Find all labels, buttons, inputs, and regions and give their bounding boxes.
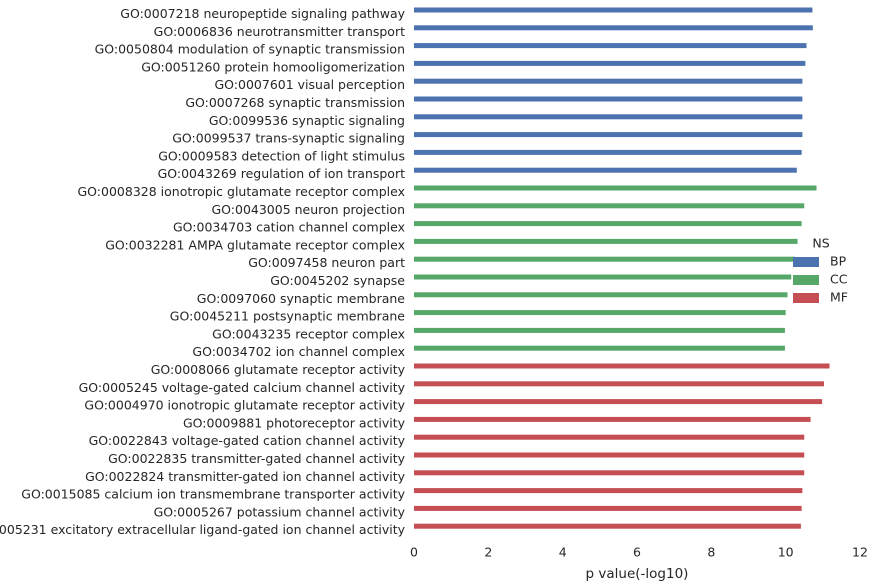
- category-label: GO:0032281 AMPA glutamate receptor compl…: [105, 237, 405, 252]
- category-label: GO:0008066 glutamate receptor activity: [151, 362, 406, 377]
- legend-items: BP CC MF: [793, 254, 848, 305]
- bar-mf: [414, 434, 805, 440]
- bar-cc: [414, 238, 798, 244]
- category-label: GO:0005245 voltage-gated calcium channel…: [79, 380, 406, 395]
- category-label: GO:0043269 regulation of ion transport: [158, 166, 406, 181]
- bars-layer: [414, 7, 830, 529]
- legend-label-mf: MF: [830, 290, 848, 305]
- bar-cc: [414, 185, 817, 191]
- category-label: GO:0022824 transmitter-gated ion channel…: [85, 469, 406, 484]
- category-label: GO:0099537 trans-synaptic signaling: [172, 131, 405, 146]
- x-tick-label: 12: [852, 545, 868, 560]
- bar-bp: [414, 149, 802, 155]
- legend-label-bp: BP: [830, 254, 847, 269]
- legend-swatch-mf: [793, 293, 819, 303]
- category-label: GO:0004970 ionotropic glutamate receptor…: [84, 398, 405, 413]
- x-tick-label: 6: [633, 545, 641, 560]
- bar-cc: [414, 345, 785, 351]
- bar-cc: [414, 327, 785, 333]
- category-label: GO:0099536 synaptic signaling: [209, 113, 405, 128]
- bar-mf: [414, 452, 805, 458]
- category-label: GO:0050804 modulation of synaptic transm…: [95, 42, 405, 57]
- category-label: GO:0008328 ionotropic glutamate receptor…: [78, 184, 406, 199]
- category-label: GO:0005231 excitatory extracellular liga…: [0, 522, 406, 537]
- x-tick-label: 10: [778, 545, 794, 560]
- x-tick-label: 4: [559, 545, 567, 560]
- category-label: GO:0022843 voltage-gated cation channel …: [89, 433, 406, 448]
- legend-title: NS: [812, 236, 829, 251]
- bar-cc: [414, 221, 802, 227]
- bar-bp: [414, 25, 813, 31]
- bar-mf: [414, 523, 801, 529]
- category-label: GO:0097458 neuron part: [248, 255, 405, 270]
- bar-mf: [414, 505, 802, 511]
- x-axis-label: p value(-log10): [586, 566, 689, 582]
- bar-bp: [414, 7, 813, 13]
- category-label: GO:0007601 visual perception: [214, 77, 405, 92]
- bar-mf: [414, 399, 823, 405]
- bar-bp: [414, 96, 803, 102]
- category-label: GO:0051260 protein homooligomerization: [141, 59, 405, 74]
- category-label: GO:0045211 postsynaptic membrane: [170, 309, 406, 324]
- bar-bp: [414, 114, 803, 120]
- bar-mf: [414, 416, 811, 422]
- category-label: GO:0043235 receptor complex: [212, 326, 405, 341]
- bar-mf: [414, 363, 830, 369]
- bar-cc: [414, 292, 788, 298]
- x-axis-ticks: 0 2 4 6 8 10 12: [410, 545, 868, 560]
- category-label: GO:0005267 potassium channel activity: [154, 504, 406, 519]
- category-label: GO:0007218 neuropeptide signaling pathwa…: [120, 6, 405, 21]
- bar-bp: [414, 132, 803, 138]
- category-label: GO:0034703 cation channel complex: [173, 220, 405, 235]
- category-label: GO:0034702 ion channel complex: [192, 344, 405, 359]
- category-label: GO:0045202 synapse: [270, 273, 405, 288]
- legend: NS BP CC MF: [793, 236, 848, 305]
- bar-cc: [414, 203, 805, 209]
- x-tick-label: 8: [707, 545, 715, 560]
- bar-mf: [414, 470, 805, 476]
- bar-bp: [414, 167, 797, 173]
- bar-mf: [414, 381, 824, 387]
- category-labels-layer: GO:0007218 neuropeptide signaling pathwa…: [0, 6, 406, 537]
- legend-swatch-bp: [793, 257, 819, 267]
- category-label: GO:0009881 photoreceptor activity: [183, 415, 406, 430]
- category-label: GO:0006836 neurotransmitter transport: [154, 24, 405, 39]
- bar-mf: [414, 488, 803, 494]
- category-label: GO:0043005 neuron projection: [211, 202, 405, 217]
- bar-cc: [414, 256, 795, 262]
- x-tick-label: 0: [410, 545, 418, 560]
- category-label: GO:0009583 detection of light stimulus: [158, 148, 405, 163]
- bar-cc: [414, 274, 792, 280]
- bar-bp: [414, 43, 807, 49]
- bar-bp: [414, 78, 803, 84]
- x-tick-label: 2: [484, 545, 492, 560]
- category-label: GO:0007268 synaptic transmission: [185, 95, 405, 110]
- legend-swatch-cc: [793, 275, 819, 285]
- category-label: GO:0097060 synaptic membrane: [197, 291, 406, 306]
- category-label: GO:0015085 calcium ion transmembrane tra…: [21, 487, 405, 502]
- bar-bp: [414, 60, 806, 66]
- category-label: GO:0022835 transmitter-gated channel act…: [108, 451, 405, 466]
- legend-label-cc: CC: [830, 272, 848, 287]
- bar-cc: [414, 310, 786, 316]
